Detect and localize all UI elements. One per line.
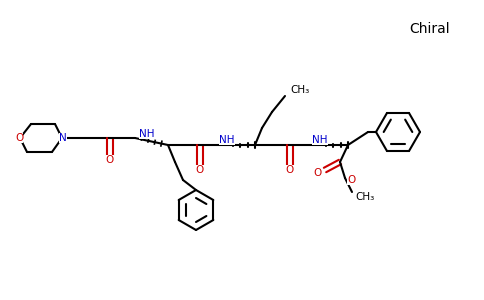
- Text: CH₃: CH₃: [355, 192, 374, 202]
- Text: NH: NH: [219, 135, 235, 145]
- Text: N: N: [59, 133, 67, 143]
- Text: Chiral: Chiral: [409, 22, 450, 36]
- Text: O: O: [286, 165, 294, 175]
- Text: O: O: [314, 168, 322, 178]
- Text: NH: NH: [312, 135, 328, 145]
- Text: O: O: [15, 133, 23, 143]
- Text: O: O: [347, 175, 355, 185]
- Text: CH₃: CH₃: [290, 85, 309, 95]
- Text: O: O: [196, 165, 204, 175]
- Text: NH: NH: [139, 129, 154, 139]
- Text: O: O: [106, 155, 114, 165]
